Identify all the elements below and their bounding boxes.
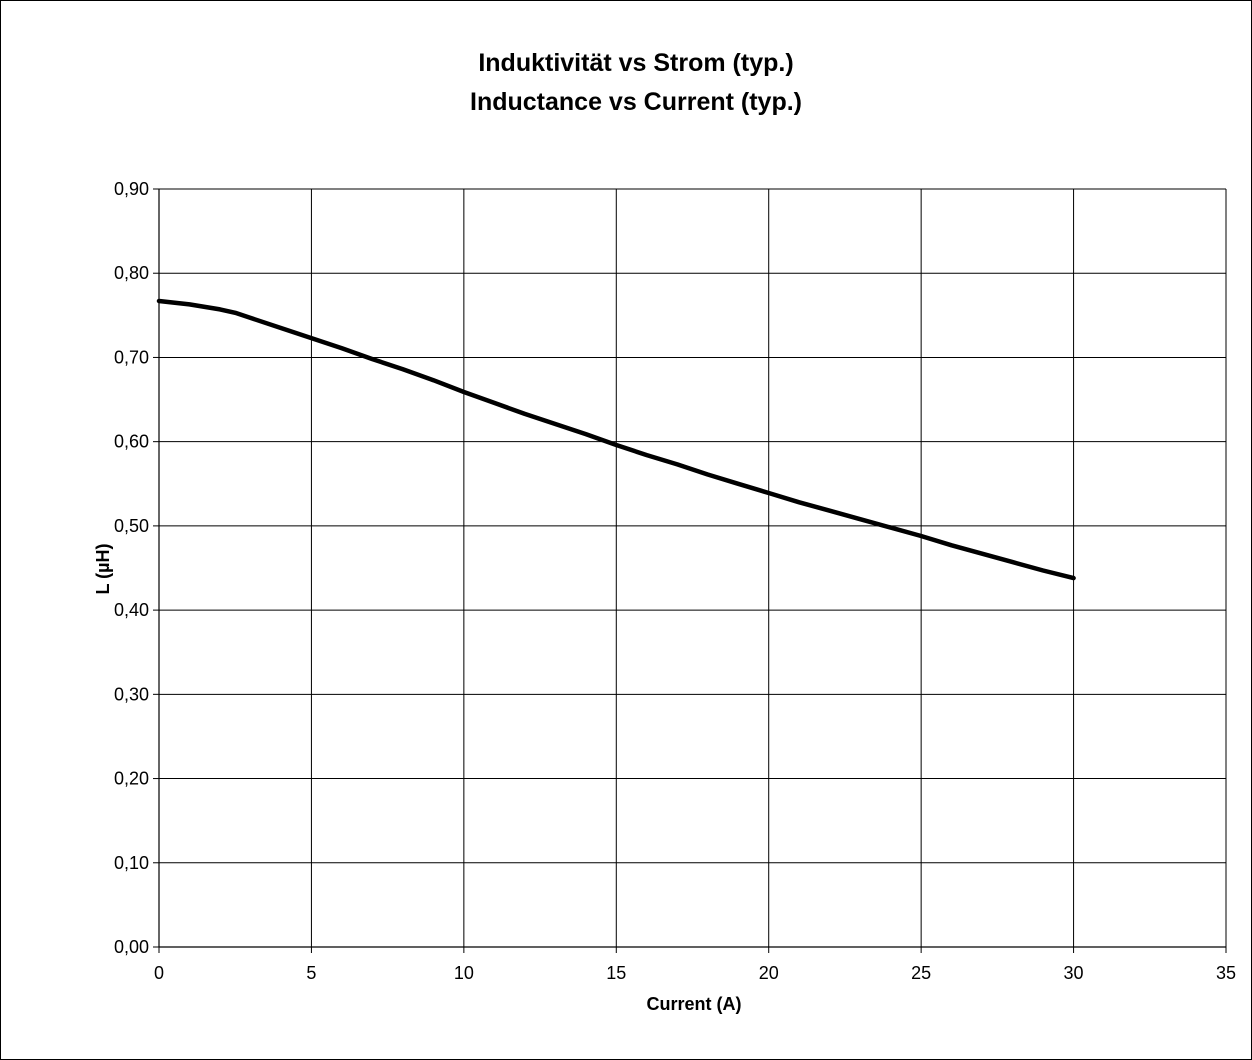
series-line-inductance	[156, 298, 1076, 581]
y-tick-label: 0,70	[114, 347, 149, 367]
series-layer	[156, 298, 1076, 581]
y-tick-label: 0,80	[114, 263, 149, 283]
y-tick-label: 0,60	[114, 432, 149, 452]
x-tick-label: 0	[154, 963, 164, 983]
chart-title-line-2: Inductance vs Current (typ.)	[470, 88, 802, 116]
y-tick-label: 0,90	[114, 179, 149, 199]
grid-layer	[158, 188, 1227, 948]
y-axis-label: L (µH)	[93, 543, 113, 594]
chart-title-line-1: Induktivität vs Strom (typ.)	[478, 49, 793, 77]
x-tick-label: 5	[306, 963, 316, 983]
x-tick-label: 15	[606, 963, 626, 983]
axis-layer	[153, 188, 1227, 953]
y-tick-label: 0,20	[114, 769, 149, 789]
x-axis-label: Current (A)	[647, 994, 742, 1014]
x-tick-label: 10	[454, 963, 474, 983]
y-tick-label: 0,00	[114, 937, 149, 957]
x-tick-label: 35	[1216, 963, 1236, 983]
y-tick-label: 0,40	[114, 600, 149, 620]
x-tick-label: 25	[911, 963, 931, 983]
x-tick-label: 30	[1064, 963, 1084, 983]
y-tick-label: 0,50	[114, 516, 149, 536]
y-tick-label: 0,30	[114, 684, 149, 704]
tick-label-layer: 0,00 0,10 0,20 0,30 0,40 0,50 0,60 0,70 0,80 0,90…	[114, 179, 1236, 983]
x-tick-label: 20	[759, 963, 779, 983]
y-tick-label: 0,10	[114, 853, 149, 873]
